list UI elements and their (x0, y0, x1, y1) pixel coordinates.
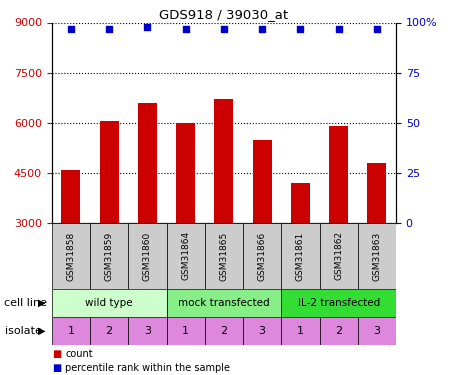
Point (374, 26, 381, 32)
Point (335, 26, 342, 32)
Bar (99, 121, 119, 223)
Bar (243, 223, 281, 289)
Point (297, 26, 304, 32)
Point (105, 26, 112, 32)
Bar (61, 170, 81, 223)
Bar (128, 223, 166, 289)
Text: wild type: wild type (86, 298, 133, 308)
Bar (329, 126, 348, 223)
Text: ▶: ▶ (38, 326, 45, 336)
Text: GSM31859: GSM31859 (104, 231, 113, 280)
Bar (90, 317, 128, 345)
Bar (358, 223, 396, 289)
Text: 3: 3 (144, 326, 151, 336)
Bar (90, 223, 128, 289)
Bar (138, 103, 157, 223)
Bar (243, 317, 281, 345)
Bar (205, 223, 243, 289)
Bar (166, 223, 205, 289)
Bar (252, 140, 272, 223)
Bar (214, 99, 234, 223)
Text: ▶: ▶ (38, 298, 45, 308)
Bar (166, 289, 281, 317)
Text: 3: 3 (374, 326, 380, 336)
Text: GSM31860: GSM31860 (143, 231, 152, 280)
Bar (320, 317, 358, 345)
Text: isolate: isolate (4, 326, 41, 336)
Text: 2: 2 (106, 326, 112, 336)
Title: GDS918 / 39030_at: GDS918 / 39030_at (159, 8, 288, 21)
Text: mock transfected: mock transfected (178, 298, 270, 308)
Bar (281, 223, 320, 289)
Bar (166, 317, 205, 345)
Text: GSM31861: GSM31861 (296, 231, 305, 280)
Point (144, 24, 151, 30)
Text: 2: 2 (220, 326, 227, 336)
Bar (291, 183, 310, 223)
Text: 3: 3 (259, 326, 266, 336)
Bar (367, 163, 387, 223)
Text: GSM31862: GSM31862 (334, 231, 343, 280)
Bar (281, 289, 396, 317)
Text: GSM31866: GSM31866 (257, 231, 266, 280)
Point (182, 26, 189, 32)
Text: ■: ■ (52, 350, 61, 359)
Text: GSM31858: GSM31858 (67, 231, 76, 280)
Bar (281, 317, 320, 345)
Bar (205, 317, 243, 345)
Text: 1: 1 (297, 326, 304, 336)
Point (68, 26, 75, 32)
Text: 1: 1 (182, 326, 189, 336)
Point (258, 26, 265, 32)
Bar (52, 223, 90, 289)
Bar (176, 123, 195, 223)
Bar (52, 317, 90, 345)
Point (220, 26, 227, 32)
Text: IL-2 transfected: IL-2 transfected (297, 298, 380, 308)
Text: GSM31863: GSM31863 (373, 231, 382, 280)
Text: cell line: cell line (4, 298, 48, 308)
Text: ■: ■ (52, 363, 61, 373)
Text: 1: 1 (68, 326, 74, 336)
Text: count: count (65, 350, 93, 359)
Bar (128, 317, 166, 345)
Text: 2: 2 (335, 326, 342, 336)
Bar (358, 317, 396, 345)
Bar (320, 223, 358, 289)
Text: GSM31864: GSM31864 (181, 231, 190, 280)
Bar (52, 289, 166, 317)
Text: percentile rank within the sample: percentile rank within the sample (65, 363, 230, 373)
Text: GSM31865: GSM31865 (220, 231, 228, 280)
